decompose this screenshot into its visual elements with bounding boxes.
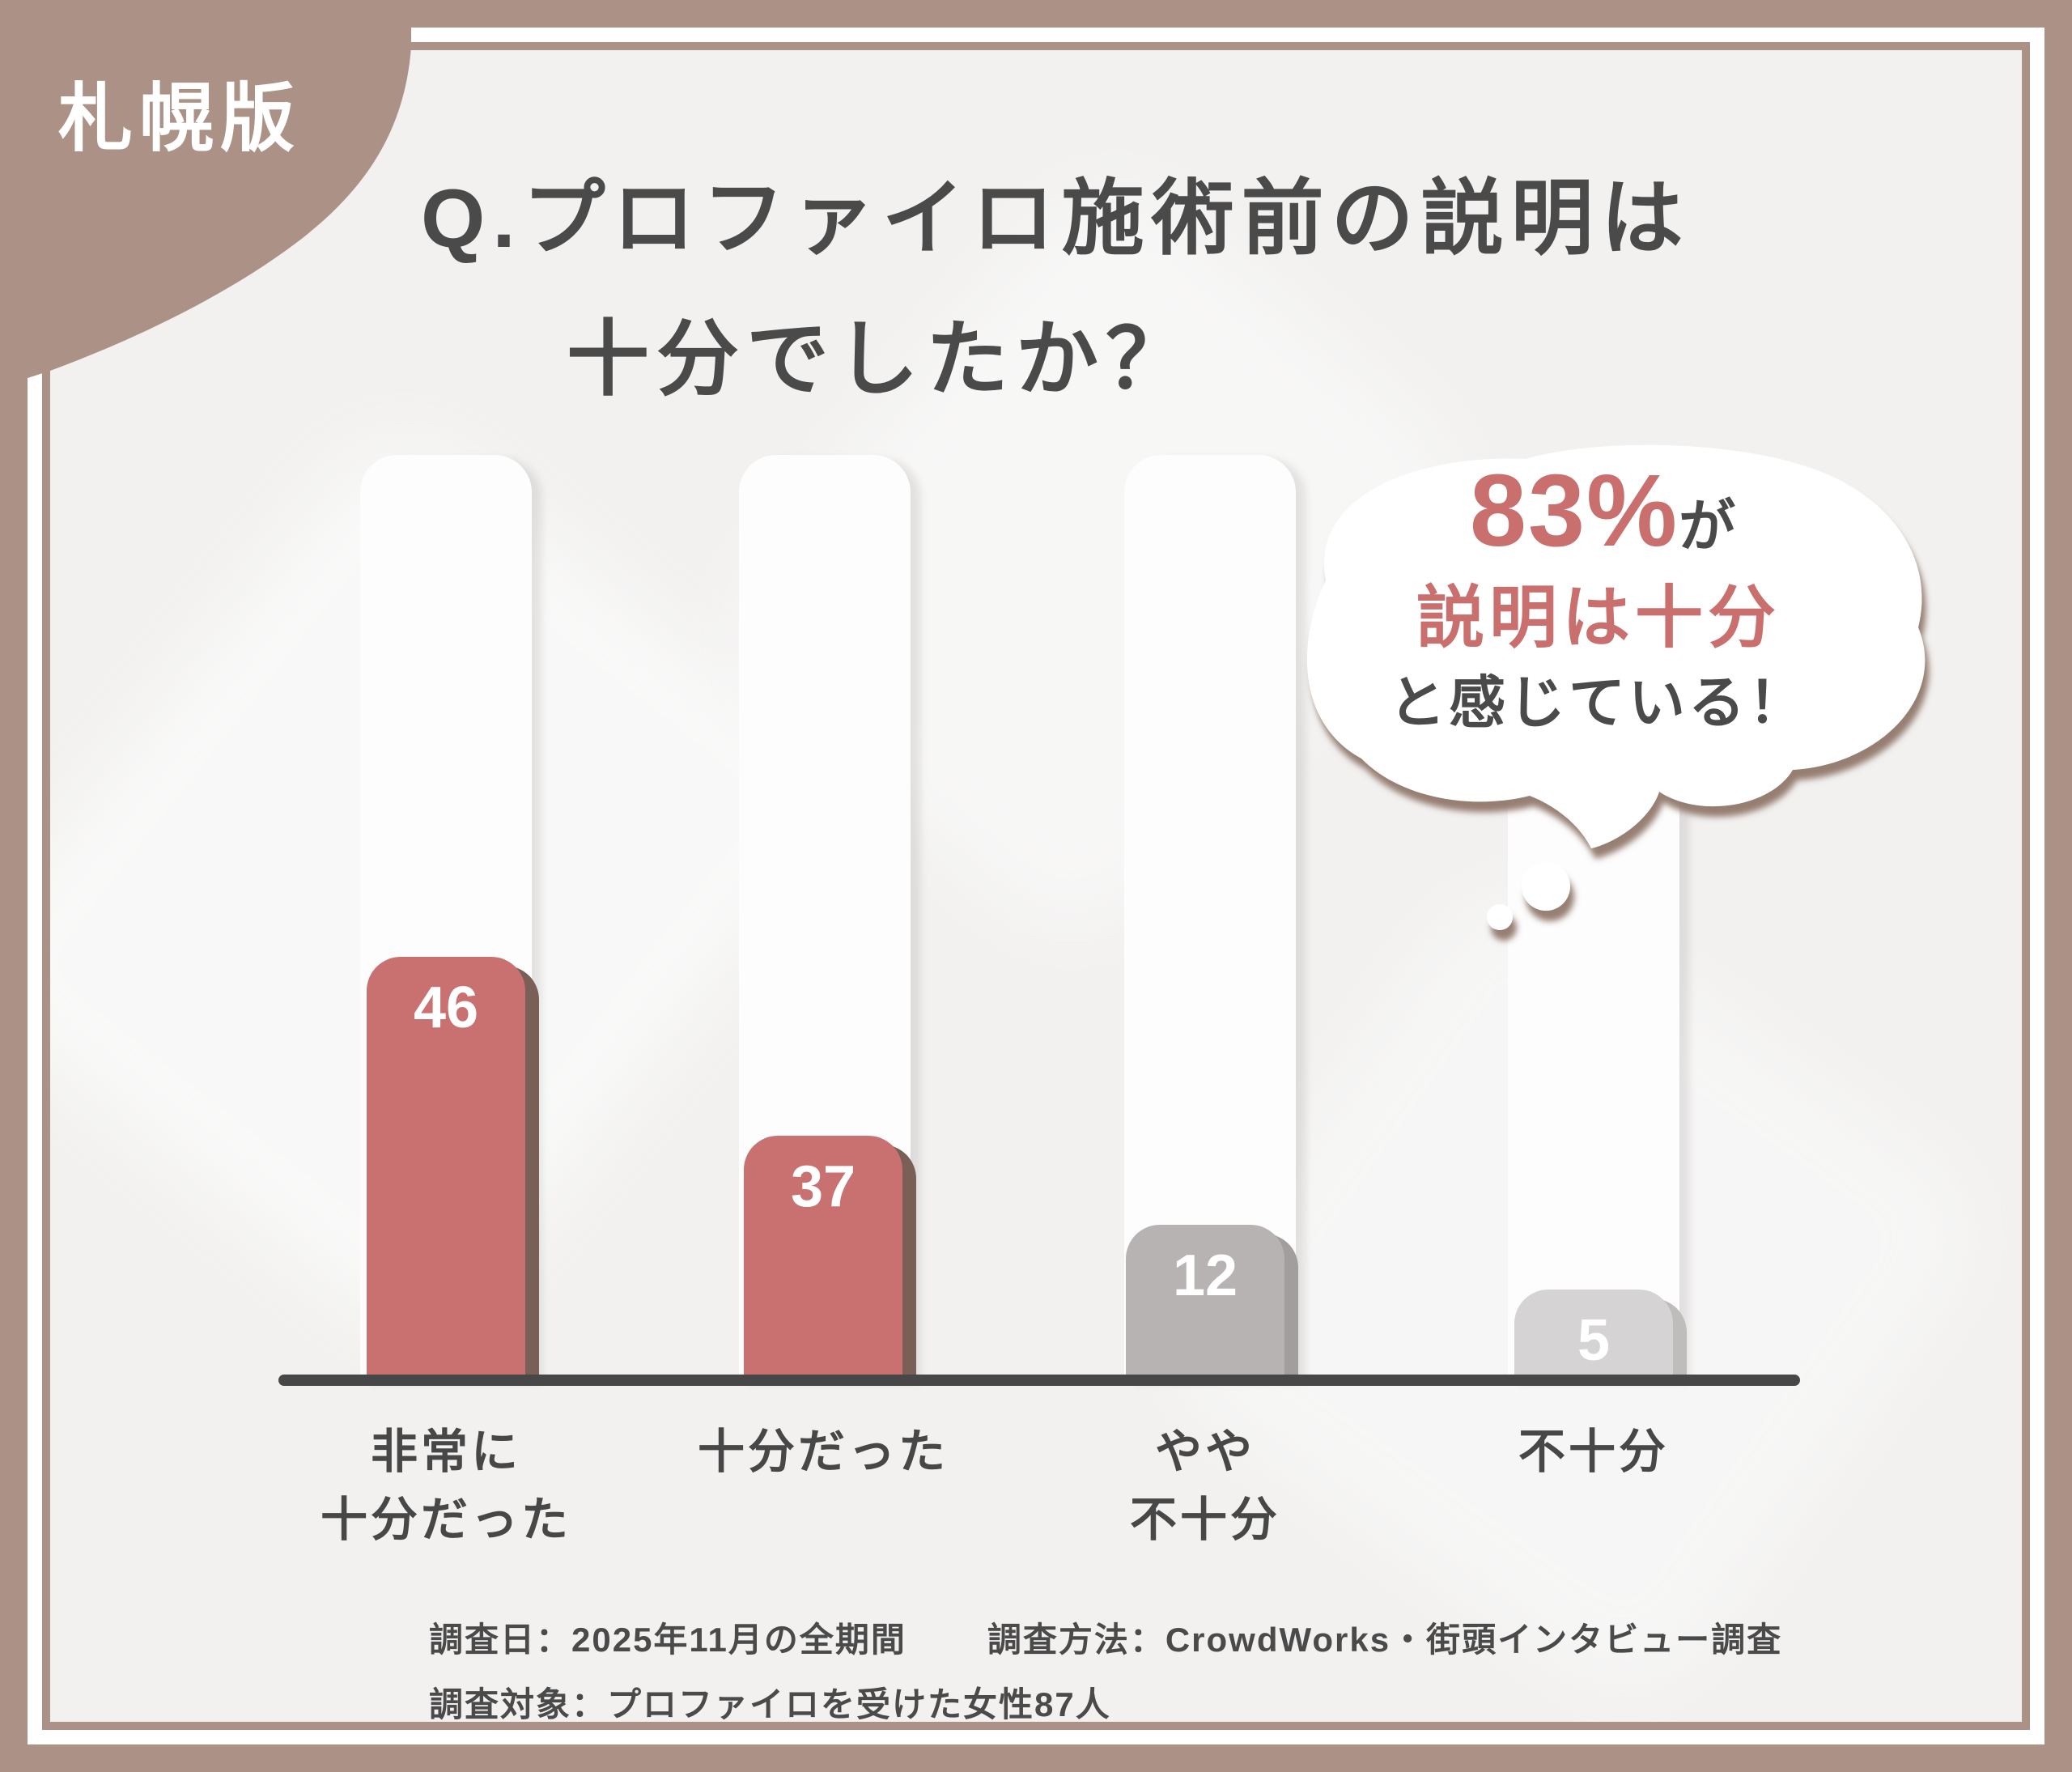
- page-title-line2: 十分でしたか？: [567, 313, 1195, 406]
- speech-bubble-shape: [1306, 444, 1926, 848]
- bubble-message: と感じている！: [1389, 671, 1808, 734]
- bar-category-label: 十分だった: [697, 1426, 949, 1478]
- survey-meta-line2: 調査対象：プロファイロを受けた女性87人: [429, 1677, 1111, 1727]
- bar-category-label: やや 不十分: [1129, 1426, 1280, 1547]
- bar-3: [1126, 1225, 1284, 1379]
- edition-badge: 札幌版: [58, 78, 302, 160]
- bubble-message-highlight: 説明は十分: [1416, 580, 1781, 656]
- bubble-dot-small: [1487, 904, 1513, 930]
- survey-target: 調査対象：プロファイロを受けた女性87人: [429, 1685, 1111, 1723]
- bar-value-label: 12: [1172, 1243, 1238, 1308]
- survey-method: 調査方法：CrowdWorks・街頭インタビュー調査: [987, 1621, 1783, 1659]
- page-title-line1: Q.プロファイロ施術前の説明は: [421, 172, 1691, 265]
- bubble-stat: 83%: [1469, 453, 1679, 567]
- bar-2: [744, 1136, 902, 1379]
- bar-value-label: 46: [413, 975, 479, 1040]
- bar-category-label: 非常に 十分だった: [320, 1426, 571, 1547]
- survey-date: 調査日：2025年11月の全期間: [429, 1621, 906, 1659]
- x-axis-line: [278, 1375, 1800, 1386]
- bubble-dot-large: [1522, 862, 1570, 911]
- bar-value-label: 37: [790, 1154, 856, 1219]
- bubble-stat-row: 83%が: [1376, 452, 1829, 569]
- speech-bubble: [1306, 444, 1926, 930]
- bar-category-label: 不十分: [1518, 1426, 1669, 1478]
- corner-blob: [0, 0, 411, 387]
- bar-1: [367, 957, 525, 1379]
- survey-meta-line1: 調査日：2025年11月の全期間 調査方法：CrowdWorks・街頭インタビュー…: [429, 1613, 1782, 1662]
- bar-value-label: 5: [1577, 1308, 1611, 1373]
- bubble-stat-suffix: が: [1679, 495, 1736, 558]
- bar-4: [1514, 1290, 1673, 1379]
